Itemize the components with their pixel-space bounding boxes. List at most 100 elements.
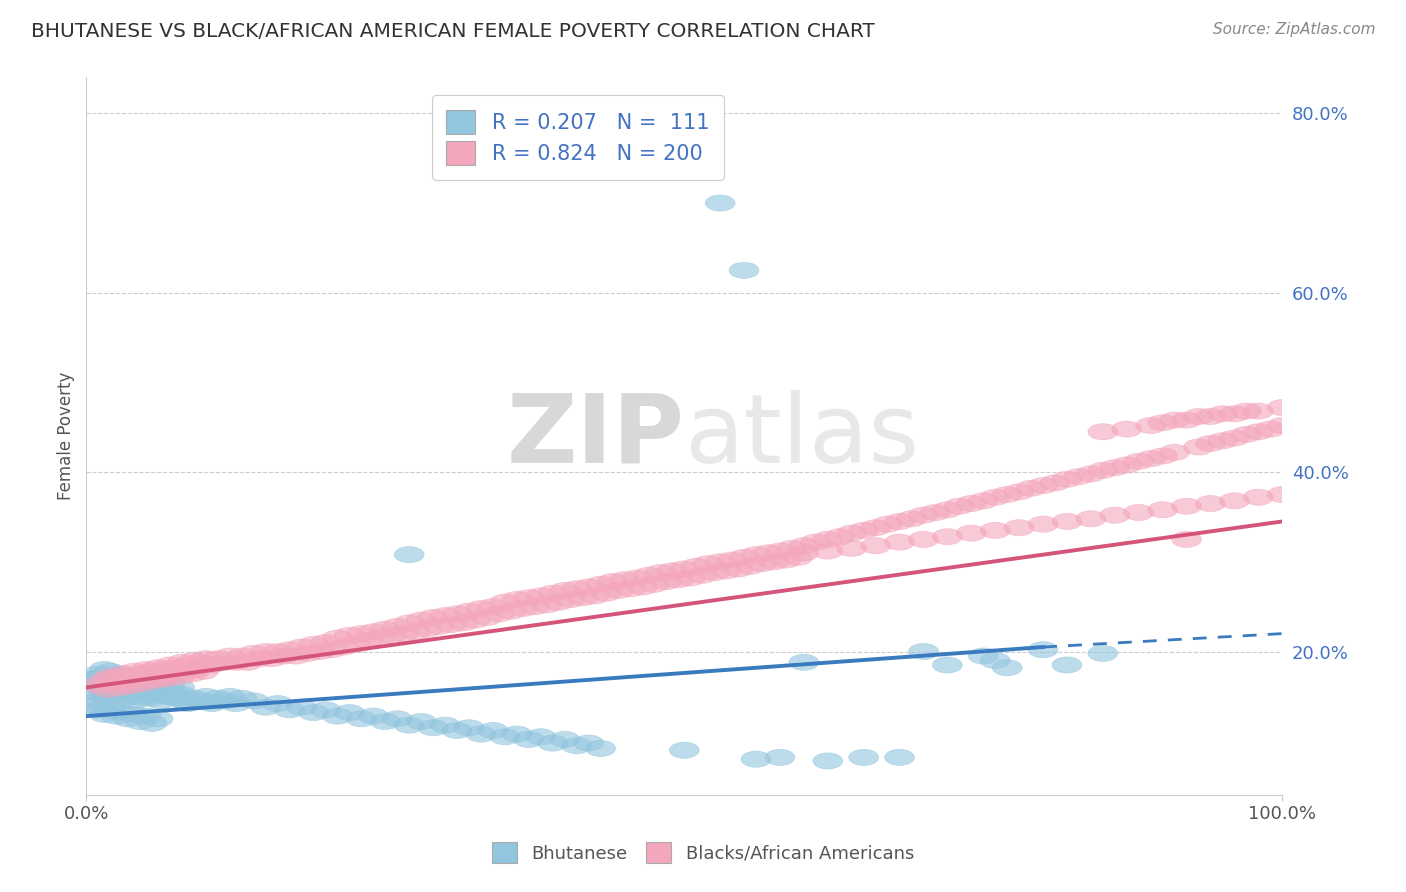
Ellipse shape <box>1040 475 1070 491</box>
Ellipse shape <box>502 726 531 742</box>
Ellipse shape <box>932 657 962 673</box>
Ellipse shape <box>675 570 706 586</box>
Ellipse shape <box>169 693 200 709</box>
Ellipse shape <box>186 654 215 671</box>
Ellipse shape <box>1136 417 1166 434</box>
Ellipse shape <box>610 572 640 588</box>
Ellipse shape <box>754 545 783 561</box>
Ellipse shape <box>531 597 561 613</box>
Ellipse shape <box>215 648 245 665</box>
Ellipse shape <box>489 594 520 610</box>
Ellipse shape <box>693 556 723 572</box>
Ellipse shape <box>478 723 508 739</box>
Ellipse shape <box>125 714 155 730</box>
Ellipse shape <box>1088 645 1118 661</box>
Ellipse shape <box>188 663 218 680</box>
Ellipse shape <box>131 678 162 694</box>
Ellipse shape <box>1147 448 1178 464</box>
Legend: R = 0.207   N =  111, R = 0.824   N = 200: R = 0.207 N = 111, R = 0.824 N = 200 <box>432 95 724 179</box>
Ellipse shape <box>322 630 353 646</box>
Ellipse shape <box>1112 457 1142 473</box>
Ellipse shape <box>418 720 449 736</box>
Ellipse shape <box>430 717 460 733</box>
Ellipse shape <box>141 673 170 689</box>
Ellipse shape <box>250 699 281 715</box>
Ellipse shape <box>825 529 855 545</box>
Ellipse shape <box>125 666 155 682</box>
Ellipse shape <box>969 492 998 509</box>
Ellipse shape <box>1243 489 1274 506</box>
Ellipse shape <box>186 693 215 709</box>
Ellipse shape <box>932 529 962 545</box>
Ellipse shape <box>269 648 298 665</box>
Ellipse shape <box>956 525 986 541</box>
Ellipse shape <box>1052 514 1081 530</box>
Ellipse shape <box>177 666 207 682</box>
Ellipse shape <box>281 648 311 665</box>
Ellipse shape <box>322 708 353 724</box>
Ellipse shape <box>592 585 621 601</box>
Ellipse shape <box>155 657 186 673</box>
Ellipse shape <box>335 705 364 721</box>
Ellipse shape <box>191 650 221 667</box>
Ellipse shape <box>257 650 287 667</box>
Ellipse shape <box>789 545 818 561</box>
Ellipse shape <box>83 702 114 718</box>
Ellipse shape <box>860 520 890 536</box>
Ellipse shape <box>105 693 135 709</box>
Ellipse shape <box>789 654 818 671</box>
Ellipse shape <box>77 684 107 700</box>
Ellipse shape <box>1171 498 1202 515</box>
Ellipse shape <box>717 552 747 568</box>
Ellipse shape <box>82 693 111 709</box>
Ellipse shape <box>651 574 682 590</box>
Ellipse shape <box>145 669 176 685</box>
Ellipse shape <box>134 684 163 700</box>
Ellipse shape <box>813 753 842 769</box>
Ellipse shape <box>83 666 114 682</box>
Ellipse shape <box>89 706 120 723</box>
Ellipse shape <box>568 590 598 606</box>
Ellipse shape <box>664 572 693 588</box>
Ellipse shape <box>311 702 340 718</box>
Ellipse shape <box>245 650 274 667</box>
Ellipse shape <box>287 699 316 715</box>
Ellipse shape <box>789 538 818 554</box>
Ellipse shape <box>980 489 1010 506</box>
Ellipse shape <box>1004 520 1033 536</box>
Text: atlas: atlas <box>685 390 920 483</box>
Ellipse shape <box>460 612 489 628</box>
Ellipse shape <box>305 643 335 659</box>
Ellipse shape <box>239 645 269 661</box>
Ellipse shape <box>706 195 735 211</box>
Ellipse shape <box>993 659 1022 676</box>
Ellipse shape <box>141 680 170 696</box>
Ellipse shape <box>537 735 568 751</box>
Ellipse shape <box>1160 444 1189 460</box>
Ellipse shape <box>82 671 111 687</box>
Ellipse shape <box>96 669 125 685</box>
Ellipse shape <box>274 641 305 657</box>
Ellipse shape <box>191 689 221 705</box>
Ellipse shape <box>86 680 115 696</box>
Ellipse shape <box>412 621 441 637</box>
Ellipse shape <box>121 673 152 689</box>
Ellipse shape <box>730 549 759 566</box>
Ellipse shape <box>114 678 143 694</box>
Ellipse shape <box>401 624 430 640</box>
Ellipse shape <box>153 671 183 687</box>
Ellipse shape <box>813 532 842 548</box>
Ellipse shape <box>478 599 508 615</box>
Ellipse shape <box>226 690 257 706</box>
Ellipse shape <box>93 690 122 706</box>
Ellipse shape <box>1171 532 1202 548</box>
Ellipse shape <box>129 690 159 706</box>
Ellipse shape <box>425 618 454 634</box>
Ellipse shape <box>406 714 436 730</box>
Ellipse shape <box>346 711 377 727</box>
Ellipse shape <box>537 585 568 601</box>
Text: Source: ZipAtlas.com: Source: ZipAtlas.com <box>1212 22 1375 37</box>
Ellipse shape <box>250 643 281 659</box>
Ellipse shape <box>837 541 866 557</box>
Ellipse shape <box>645 565 675 581</box>
